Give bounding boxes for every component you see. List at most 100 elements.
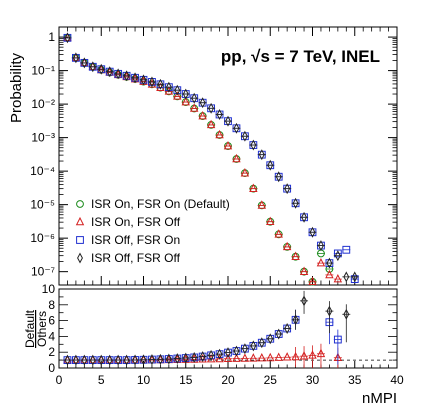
data-point (216, 109, 223, 120)
ratio-point (299, 351, 309, 360)
data-point (325, 265, 334, 273)
data-point (325, 269, 334, 279)
ratio-point (199, 351, 206, 362)
data-point (199, 97, 206, 109)
ratio-point (216, 348, 223, 360)
ratio-point (292, 314, 299, 326)
data-point (149, 76, 155, 88)
y-axis-title: Probability (8, 52, 25, 123)
data-point (98, 63, 105, 75)
chart-title: pp, √s = 7 TeV, INEL (221, 47, 380, 66)
ratio-y-tick-label: 6 (48, 314, 55, 328)
ratio-y-tick-label: 0 (48, 361, 55, 375)
ratio-point (215, 353, 224, 363)
data-point (123, 70, 130, 82)
data-point (308, 276, 317, 286)
data-point (301, 211, 307, 223)
ratio-y-tick-label: 4 (48, 329, 55, 343)
data-point (350, 275, 359, 283)
data-point (198, 110, 207, 120)
x-tick-label: 20 (221, 373, 235, 387)
ratio-point (275, 328, 282, 340)
legend-label: ISR Off, FSR On (91, 233, 180, 247)
data-point (208, 102, 215, 114)
x-tick-label: 40 (390, 373, 404, 387)
ratio-point (106, 354, 113, 366)
ratio-point (64, 354, 71, 366)
y-tick-label: 10⁻⁵ (30, 198, 55, 212)
data-point (189, 103, 199, 112)
data-point (343, 271, 350, 283)
data-point (334, 250, 341, 262)
data-point (291, 251, 300, 260)
legend-label: ISR On, FSR On (Default) (91, 197, 230, 211)
ratio-point (266, 352, 275, 362)
data-point (257, 200, 267, 209)
data-point (81, 57, 88, 69)
data-point (241, 130, 248, 142)
ratio-point (258, 337, 265, 349)
ratio-point (267, 333, 274, 345)
data-point (64, 32, 71, 44)
legend-label: ISR Off, FSR Off (91, 251, 181, 265)
ratio-point (240, 353, 250, 362)
legend-marker (75, 216, 85, 226)
ratio-point (191, 351, 198, 363)
x-axis-title: nMPI (362, 390, 397, 407)
ratio-point (326, 305, 333, 317)
data-point (232, 153, 241, 163)
data-point (316, 257, 326, 267)
data-point (206, 119, 216, 129)
data-point (333, 249, 342, 258)
data-point (115, 68, 122, 80)
ratio-point (282, 352, 292, 361)
legend: ISR On, FSR On (Default) ISR On, FSR Off I… (75, 197, 230, 265)
data-point (223, 140, 233, 150)
data-point (282, 241, 292, 251)
ratio-data-points (63, 290, 351, 368)
ratio-point (72, 354, 79, 366)
y-tick-label: 10⁻⁶ (30, 231, 55, 245)
data-point (249, 183, 258, 192)
data-point (182, 88, 189, 100)
data-point (351, 271, 358, 283)
ratio-y-tick-label: 10 (42, 282, 56, 296)
x-tick-label: 0 (56, 373, 63, 387)
legend-marker (77, 252, 83, 264)
legend-marker (76, 236, 84, 244)
ratio-point (182, 352, 189, 364)
y-tick-label: 10⁻⁷ (31, 265, 55, 279)
data-point (106, 66, 113, 78)
y-tick-label: 10⁻³ (31, 131, 55, 145)
data-point (267, 159, 274, 171)
data-point (174, 84, 181, 96)
ratio-point (284, 323, 291, 334)
ratio-point (98, 354, 105, 366)
ratio-point (343, 308, 350, 320)
data-point (140, 74, 147, 86)
data-point (132, 72, 138, 84)
data-point (342, 245, 351, 254)
x-tick-label: 25 (264, 373, 278, 387)
data-point (250, 139, 257, 151)
x-tick-label: 5 (98, 373, 105, 387)
ratio-point (89, 354, 96, 366)
ratio-point (123, 354, 130, 366)
data-point (181, 96, 190, 106)
ratio-point (174, 353, 181, 364)
data-point (326, 257, 333, 269)
data-point (157, 78, 164, 90)
data-point (275, 171, 282, 183)
x-tick-label: 10 (137, 373, 151, 387)
ratio-point (274, 352, 283, 361)
ratio-point (208, 349, 215, 361)
ratio-point (149, 354, 155, 365)
ratio-point (249, 353, 258, 362)
data-point (274, 229, 283, 238)
ratio-ylabel-denominator: Others (35, 311, 49, 347)
data-point (318, 240, 324, 252)
data-point (284, 183, 291, 195)
data-point (89, 61, 96, 73)
ratio-point (223, 353, 233, 363)
